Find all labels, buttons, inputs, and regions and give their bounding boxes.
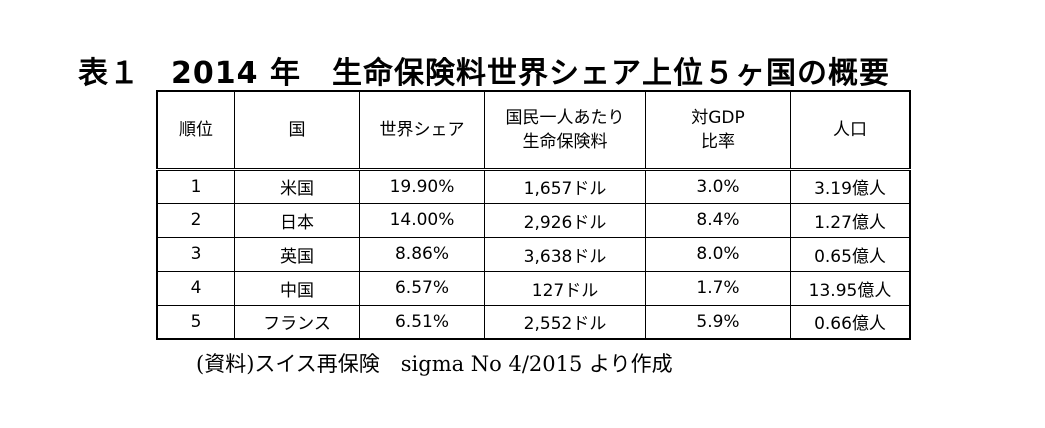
cell-population: 1.27億人 (790, 202, 911, 238)
cell-gdp-ratio: 1.7% (645, 270, 791, 306)
insurance-share-table: 順位 国 世界シェア 国民一人あたり 生命保険料 対GDP 比率 人口 1 米国… (156, 90, 911, 340)
cell-population: 3.19億人 (790, 168, 911, 204)
source-note: (資料)スイス再保険 sigma No 4/2015 より作成 (196, 352, 673, 376)
header-world-share: 世界シェア (359, 90, 485, 171)
cell-gdp-ratio: 3.0% (645, 168, 791, 204)
cell-world-share: 6.57% (359, 270, 485, 306)
header-country: 国 (234, 90, 360, 171)
cell-rank: 4 (156, 270, 235, 306)
cell-population: 0.65億人 (790, 236, 911, 272)
table-row: 5 フランス 6.51% 2,552ドル 5.9% 0.66億人 (156, 304, 911, 340)
cell-gdp-ratio: 8.4% (645, 202, 791, 238)
cell-gdp-ratio: 5.9% (645, 304, 791, 340)
cell-premium-per-capita: 1,657ドル (484, 168, 646, 204)
table-title: 表１ 2014 年 生命保険料世界シェア上位５ヶ国の概要 (78, 56, 890, 91)
header-premium-per-capita: 国民一人あたり 生命保険料 (484, 90, 646, 171)
table-row: 3 英国 8.86% 3,638ドル 8.0% 0.65億人 (156, 236, 911, 272)
cell-premium-per-capita: 127ドル (484, 270, 646, 306)
cell-world-share: 6.51% (359, 304, 485, 340)
cell-country: 日本 (234, 202, 360, 238)
cell-gdp-ratio: 8.0% (645, 236, 791, 272)
header-rank: 順位 (156, 90, 235, 171)
cell-population: 13.95億人 (790, 270, 911, 306)
cell-premium-per-capita: 2,926ドル (484, 202, 646, 238)
table-row: 1 米国 19.90% 1,657ドル 3.0% 3.19億人 (156, 168, 911, 204)
cell-premium-per-capita: 3,638ドル (484, 236, 646, 272)
cell-rank: 2 (156, 202, 235, 238)
table-header-row: 順位 国 世界シェア 国民一人あたり 生命保険料 対GDP 比率 人口 (156, 90, 911, 171)
cell-world-share: 19.90% (359, 168, 485, 204)
table-row: 2 日本 14.00% 2,926ドル 8.4% 1.27億人 (156, 202, 911, 238)
cell-rank: 1 (156, 168, 235, 204)
cell-rank: 5 (156, 304, 235, 340)
header-population: 人口 (790, 90, 911, 171)
table-row: 4 中国 6.57% 127ドル 1.7% 13.95億人 (156, 270, 911, 306)
cell-rank: 3 (156, 236, 235, 272)
cell-country: 米国 (234, 168, 360, 204)
cell-population: 0.66億人 (790, 304, 911, 340)
cell-world-share: 14.00% (359, 202, 485, 238)
cell-premium-per-capita: 2,552ドル (484, 304, 646, 340)
cell-country: 中国 (234, 270, 360, 306)
header-gdp-ratio: 対GDP 比率 (645, 90, 791, 171)
cell-world-share: 8.86% (359, 236, 485, 272)
cell-country: 英国 (234, 236, 360, 272)
cell-country: フランス (234, 304, 360, 340)
